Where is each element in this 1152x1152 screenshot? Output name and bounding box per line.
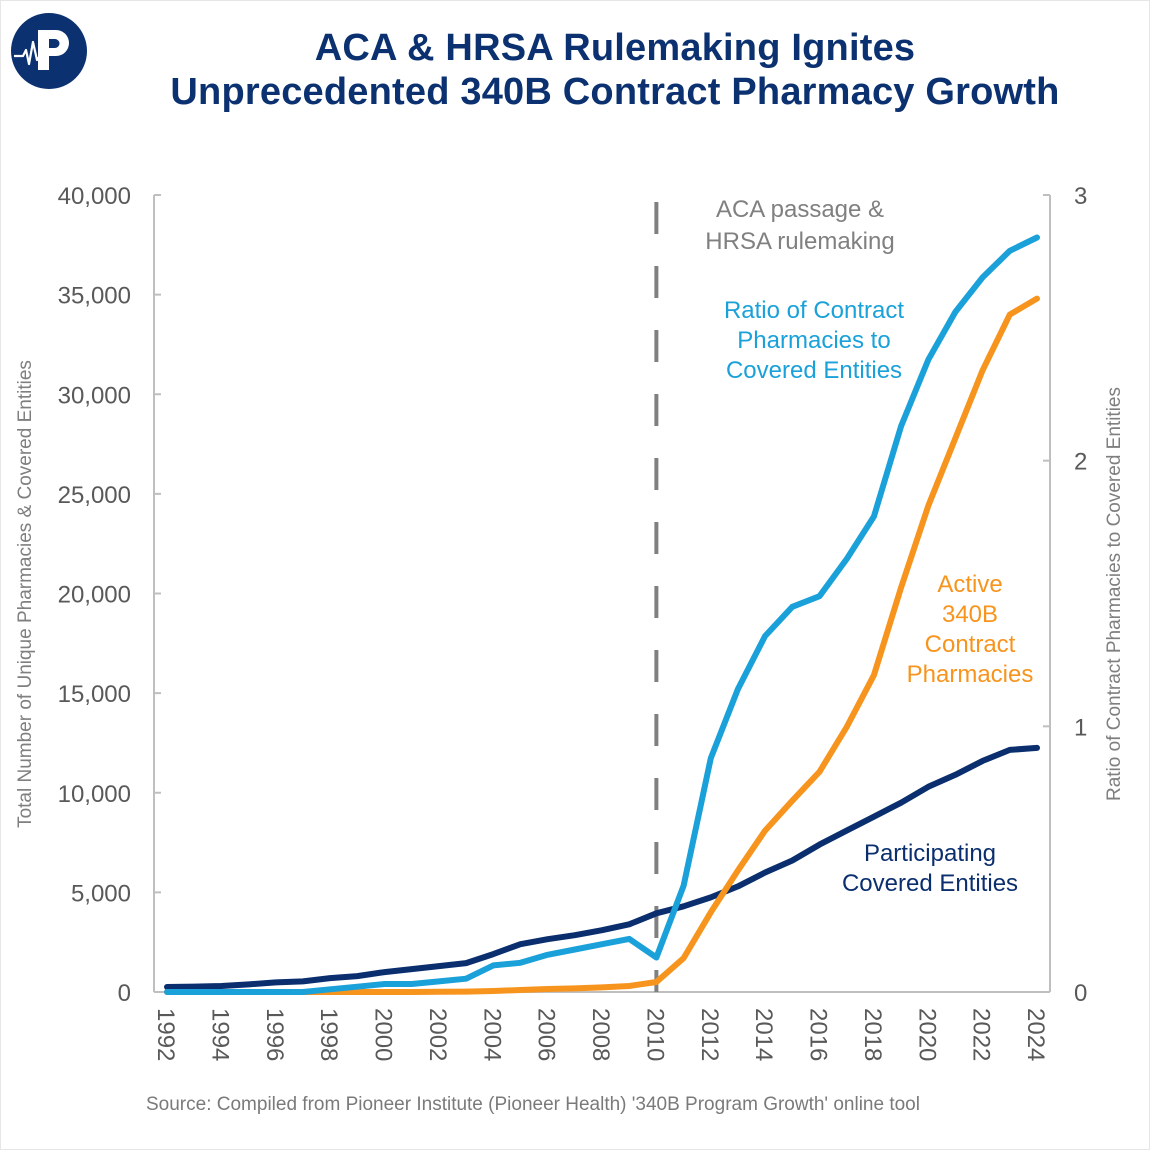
series-labels: Participating Covered Entities Active 340B C… [724,297,1033,897]
event-annotation: ACA passage & HRSA rulemaking [654,196,895,992]
series-label: Ratio of Contract [724,297,904,324]
x-axis-tick-label: 2008 [587,1008,614,1061]
series-label: 340B [942,601,998,628]
x-axis-tick-label: 2002 [424,1008,451,1061]
chart-title: ACA & HRSA Rulemaking Ignites Unpreceden… [60,26,1152,114]
series-label: Active [937,571,1002,598]
series-label: Pharmacies [907,661,1034,688]
left-axis-title: Total Number of Unique Pharmacies & Cove… [15,360,36,828]
event-annotation-label: HRSA rulemaking [705,228,894,255]
left-axis-tick-label: 20,000 [58,582,131,609]
x-axis-tick-label: 2020 [913,1008,940,1061]
x-axis-tick-label: 2024 [1022,1008,1049,1061]
x-axis-tick-label: 2004 [478,1008,505,1061]
event-annotation-label: ACA passage & [716,196,884,223]
series-label: Pharmacies to [737,327,890,354]
x-axis-tick-label: 1992 [152,1008,179,1061]
source-footnote: Source: Compiled from Pioneer Institute … [146,1094,920,1115]
right-axis-title: Ratio of Contract Pharmacies to Covered … [1104,387,1125,801]
left-axis-tick-label: 15,000 [58,681,131,708]
x-axis-tick-label: 1996 [261,1008,288,1061]
x-axis-tick-label: 2010 [641,1008,668,1061]
right-axis-tick-label: 1 [1074,714,1087,741]
series-label: Participating [864,840,996,867]
pioneer-logo-icon [11,13,87,89]
series-line-ratio-of-contract-pharmacies-to-covered-entities [164,234,1040,995]
x-axis-tick-label: 2022 [968,1008,995,1061]
right-axis-tick-label: 0 [1074,980,1087,1007]
left-axis-tick-label: 10,000 [58,781,131,808]
chart-title-line-1: ACA & HRSA Rulemaking Ignites [314,27,916,69]
series-line-participating-covered-entities [164,744,1040,990]
left-axis-tick-label: 5,000 [71,880,131,907]
right-axis-tick-label: 3 [1074,183,1087,210]
left-axis-tick-label: 30,000 [58,382,131,409]
chart-title-line-2: Unprecedented 340B Contract Pharmacy Gro… [170,71,1060,113]
series-label: Contract [925,631,1016,658]
x-axis-tick-label: 2000 [370,1008,397,1061]
x-axis-tick-label: 2014 [750,1008,777,1061]
x-axis-tick-label: 1998 [315,1008,342,1061]
series-lines [164,234,1040,995]
x-axis-tick-label: 2006 [533,1008,560,1061]
left-axis-tick-label: 25,000 [58,482,131,509]
series-label: Covered Entities [726,357,902,384]
left-axis-tick-label: 40,000 [58,183,131,210]
series-label: Covered Entities [842,870,1018,897]
x-axis-tick-label: 2018 [859,1008,886,1061]
x-axis-tick-label: 2012 [696,1008,723,1061]
x-axis-tick-label: 1994 [206,1008,233,1061]
x-axis-tick-label: 2016 [805,1008,832,1061]
left-axis-tick-label: 0 [118,980,131,1007]
left-axis-tick-label: 35,000 [58,283,131,310]
right-axis-tick-label: 2 [1074,449,1087,476]
